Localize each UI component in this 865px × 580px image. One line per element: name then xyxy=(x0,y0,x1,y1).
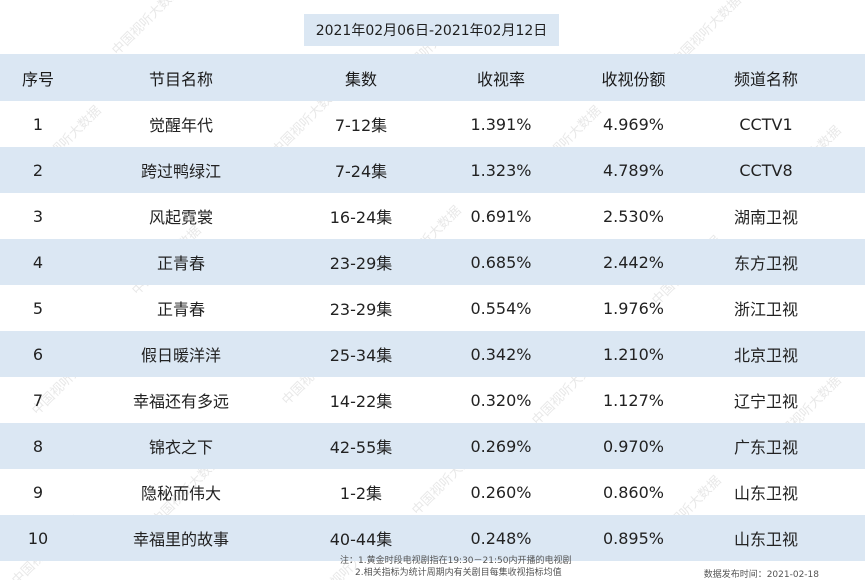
cell-share: 0.895% xyxy=(602,528,664,548)
cell-episodes: 42-55集 xyxy=(329,438,393,457)
table-row: 7 幸福还有多远 14-22集 0.320% 1.127% 辽宁卫视 xyxy=(0,377,865,423)
cell-channel: 山东卫视 xyxy=(733,484,798,503)
cell-share: 2.442% xyxy=(602,252,664,272)
cell-rating: 0.248% xyxy=(470,528,532,548)
cell-name: 锦衣之下 xyxy=(148,438,213,457)
cell-rank: 1 xyxy=(32,114,44,134)
cell-rating: 0.342% xyxy=(470,344,532,364)
cell-rating: 0.269% xyxy=(470,436,532,456)
cell-channel: 山东卫视 xyxy=(733,530,798,549)
ratings-table: 序号 节目名称 集数 收视率 收视份额 频道名称 1 觉醒年代 7-12集 1.… xyxy=(0,54,865,561)
cell-share: 1.210% xyxy=(602,344,664,364)
cell-rating: 0.320% xyxy=(470,390,532,410)
cell-name: 觉醒年代 xyxy=(148,116,213,135)
cell-channel: 浙江卫视 xyxy=(733,300,798,319)
cell-episodes: 25-34集 xyxy=(329,346,393,365)
cell-rank: 9 xyxy=(32,482,44,502)
cell-rank: 8 xyxy=(32,436,44,456)
cell-episodes: 40-44集 xyxy=(329,530,393,549)
cell-episodes: 14-22集 xyxy=(329,392,393,411)
cell-rank: 5 xyxy=(32,298,44,318)
cell-rating: 0.691% xyxy=(470,206,532,226)
table-row: 3 风起霓裳 16-24集 0.691% 2.530% 湖南卫视 xyxy=(0,193,865,239)
cell-share: 4.969% xyxy=(602,114,664,134)
cell-channel: 广东卫视 xyxy=(733,438,798,457)
cell-channel: 东方卫视 xyxy=(733,254,798,273)
cell-channel: 北京卫视 xyxy=(733,346,798,365)
table-row: 9 隐秘而伟大 1-2集 0.260% 0.860% 山东卫视 xyxy=(0,469,865,515)
table-row: 4 正青春 23-29集 0.685% 2.442% 东方卫视 xyxy=(0,239,865,285)
watermark-text: 中国视听大数据 xyxy=(109,0,185,59)
cell-share: 0.970% xyxy=(602,436,664,456)
cell-channel: 辽宁卫视 xyxy=(733,392,798,411)
cell-name: 幸福里的故事 xyxy=(132,530,229,549)
cell-episodes: 16-24集 xyxy=(329,208,393,227)
cell-rating: 0.554% xyxy=(470,298,532,318)
cell-share: 1.976% xyxy=(602,298,664,318)
cell-rating: 1.391% xyxy=(470,114,532,134)
cell-episodes: 7-12集 xyxy=(334,116,388,135)
cell-rank: 6 xyxy=(32,344,44,364)
cell-name: 隐秘而伟大 xyxy=(140,484,221,503)
cell-name: 正青春 xyxy=(156,254,205,273)
table-row: 5 正青春 23-29集 0.554% 1.976% 浙江卫视 xyxy=(0,285,865,331)
cell-rank: 10 xyxy=(27,528,49,548)
cell-rating: 0.685% xyxy=(470,252,532,272)
header-share: 收视份额 xyxy=(601,69,666,89)
cell-share: 2.530% xyxy=(602,206,664,226)
footer-note-line1: 注：1.黄金时段电视剧指在19:30－21:50内开播的电视剧 xyxy=(340,556,572,566)
cell-episodes: 1-2集 xyxy=(339,484,383,503)
cell-episodes: 23-29集 xyxy=(329,254,393,273)
cell-episodes: 23-29集 xyxy=(329,300,393,319)
cell-channel: CCTV8 xyxy=(739,160,793,180)
table-row: 2 跨过鸭绿江 7-24集 1.323% 4.789% CCTV8 xyxy=(0,147,865,193)
cell-name: 幸福还有多远 xyxy=(132,392,229,411)
cell-name: 正青春 xyxy=(156,300,205,319)
header-name: 节目名称 xyxy=(148,69,213,89)
header-rank: 序号 xyxy=(21,69,54,89)
cell-rating: 0.260% xyxy=(470,482,532,502)
cell-rating: 1.323% xyxy=(470,160,532,180)
cell-rank: 2 xyxy=(32,160,44,180)
table-row: 8 锦衣之下 42-55集 0.269% 0.970% 广东卫视 xyxy=(0,423,865,469)
cell-episodes: 7-24集 xyxy=(334,162,388,181)
cell-name: 风起霓裳 xyxy=(148,208,213,227)
table-row: 10 幸福里的故事 40-44集 0.248% 0.895% 山东卫视 xyxy=(0,515,865,561)
date-range-text: 2021年02月06日-2021年02月12日 xyxy=(315,23,548,39)
cell-rank: 7 xyxy=(32,390,44,410)
cell-name: 跨过鸭绿江 xyxy=(140,162,221,181)
date-range-banner: 2021年02月06日-2021年02月12日 xyxy=(304,14,559,46)
cell-name: 假日暖洋洋 xyxy=(140,346,221,365)
header-channel: 频道名称 xyxy=(733,69,798,89)
cell-share: 1.127% xyxy=(602,390,664,410)
header-rating: 收视率 xyxy=(476,69,525,89)
cell-rank: 3 xyxy=(32,206,44,226)
table-row: 6 假日暖洋洋 25-34集 0.342% 1.210% 北京卫视 xyxy=(0,331,865,377)
cell-channel: CCTV1 xyxy=(739,114,793,134)
release-date: 数据发布时间：2021-02-18 xyxy=(703,570,819,580)
cell-share: 0.860% xyxy=(602,482,664,502)
table-row: 1 觉醒年代 7-12集 1.391% 4.969% CCTV1 xyxy=(0,101,865,147)
footer-note-line2: 2.相关指标为统计周期内有关剧目每集收视指标均值 xyxy=(355,568,562,578)
cell-rank: 4 xyxy=(32,252,44,272)
header-episodes: 集数 xyxy=(344,69,377,89)
cell-share: 4.789% xyxy=(602,160,664,180)
cell-channel: 湖南卫视 xyxy=(733,208,798,227)
footer-note: 注：1.黄金时段电视剧指在19:30－21:50内开播的电视剧 2.相关指标为统… xyxy=(340,555,571,579)
table-header-row: 序号 节目名称 集数 收视率 收视份额 频道名称 xyxy=(0,54,865,101)
